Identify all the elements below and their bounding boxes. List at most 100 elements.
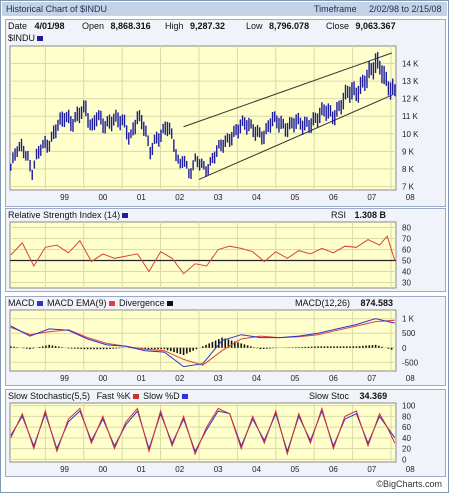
y-tick-label: 12 K [402, 95, 419, 104]
x-tick-label: 03 [214, 465, 223, 474]
x-tick-label: 02 [175, 374, 184, 383]
macd-value: 874.583 [360, 298, 394, 308]
rsi-value-label: RSI [331, 210, 347, 220]
close-label: Close [326, 21, 350, 31]
x-tick-label: 07 [367, 193, 376, 202]
x-tick-label: 04 [252, 193, 261, 202]
fast-k-line [10, 406, 396, 456]
x-tick-label: 01 [137, 465, 146, 474]
x-tick-label: 02 [175, 465, 184, 474]
x-tick-label: 08 [406, 465, 415, 474]
stoch-panel: Slow Stochastic(5,5) Fast %K Slow %D Slo… [5, 389, 446, 477]
macd-swatch [36, 300, 43, 306]
plot-area [9, 45, 397, 191]
y-tick-label: 11 K [402, 112, 419, 121]
y-tick-label: 0 [402, 455, 407, 464]
stoch-legend: Slow Stochastic(5,5) Fast %K Slow %D [8, 391, 190, 402]
x-tick-label: 04 [252, 465, 261, 474]
channel-line-lower [198, 94, 392, 180]
stoch-value: 34.369 [359, 391, 388, 401]
x-tick-label: 03 [214, 374, 223, 383]
x-tick-label: 07 [367, 465, 376, 474]
quote-row: Date 4/01/98 [8, 21, 65, 32]
rsi-chart: 30 40 50 60 70 80 [9, 221, 411, 289]
macd-legend-1: MACD EMA(9) [47, 298, 107, 308]
x-tick-label: 01 [137, 193, 146, 202]
y-tick-label: 8 K [402, 165, 415, 174]
y-tick-label: 14 K [402, 60, 419, 69]
macd-legend-0: MACD [8, 298, 35, 308]
symbol-legend: $INDU [8, 33, 45, 44]
timeframe-label: Timeframe [314, 4, 357, 14]
y-tick-label: 30 [402, 279, 411, 288]
x-tick-label: 06 [329, 374, 338, 383]
x-tick-label: 01 [137, 374, 146, 383]
low-value: 8,796.078 [269, 21, 310, 31]
chart-title: Historical Chart of $INDU [6, 4, 108, 14]
y-tick-label: -500 [402, 358, 419, 367]
x-tick-label: 08 [406, 193, 415, 202]
macd-legend: MACD MACD EMA(9) Divergence [8, 298, 175, 309]
y-tick-label: 20 [402, 445, 411, 454]
stoch-legend-1: Slow %D [143, 391, 180, 401]
y-tick-label: 7 K [402, 182, 415, 191]
y-tick-label: 70 [402, 235, 411, 244]
x-tick-label: 00 [98, 193, 107, 202]
macd-legend-2: Divergence [119, 298, 165, 308]
footer-credit: ©BigCharts.com [376, 479, 442, 489]
symbol-label: $INDU [8, 33, 36, 43]
date-value: 4/01/98 [34, 21, 65, 31]
y-tick-label: 500 [402, 329, 416, 338]
y-tick-label: 9 K [402, 147, 415, 156]
y-tick-label: 100 [402, 402, 416, 411]
channel-line-upper [183, 52, 392, 128]
rsi-panel: Relative Strength Index (14) RSI 1.308 B… [5, 208, 446, 292]
y-tick-label: 80 [402, 412, 411, 421]
x-tick-label: 05 [291, 465, 300, 474]
symbol-swatch [37, 35, 44, 41]
y-tick-label: 60 [402, 246, 411, 255]
close-group: Close 9,063.367 [326, 21, 396, 32]
high-label: High [165, 21, 184, 31]
close-value: 9,063.367 [355, 21, 396, 31]
stoch-legend-0: Fast %K [96, 391, 131, 401]
macd-panel: MACD MACD EMA(9) Divergence MACD(12,26) … [5, 296, 446, 386]
y-tick-label: 13 K [402, 77, 419, 86]
macd-readout: MACD(12,26) 874.583 [295, 298, 393, 309]
x-tick-label: 08 [406, 374, 415, 383]
x-tick-label: 07 [367, 374, 376, 383]
rsi-title: Relative Strength Index (14) [8, 210, 121, 220]
stoch-title: Slow Stochastic(5,5) [8, 391, 91, 401]
x-tick-label: 06 [329, 465, 338, 474]
slowd-swatch [181, 393, 188, 399]
x-tick-label: 06 [329, 193, 338, 202]
x-tick-label: 99 [60, 193, 69, 202]
y-tick-label: 60 [402, 423, 411, 432]
open-value: 8,868.316 [110, 21, 151, 31]
macd-ema-swatch [108, 300, 115, 306]
plot-area [9, 402, 397, 463]
x-tick-label: 00 [98, 465, 107, 474]
macd-ema-line [10, 319, 395, 366]
fastk-swatch [132, 393, 139, 399]
x-tick-label: 00 [98, 374, 107, 383]
high-value: 9,287.32 [190, 21, 226, 31]
plot-area [9, 309, 397, 372]
y-tick-label: 40 [402, 268, 411, 277]
low-group: Low 8,796.078 [246, 21, 309, 32]
open-label: Open [82, 21, 105, 31]
x-tick-label: 04 [252, 374, 261, 383]
y-tick-label: 1 K [402, 315, 415, 324]
rsi-swatch [122, 212, 129, 218]
y-tick-label: 10 K [402, 130, 419, 139]
y-tick-label: 80 [402, 224, 411, 233]
macd-chart: -500 0 500 1 K 99 00 01 02 03 04 05 06 07 08 [9, 309, 419, 383]
date-label: Date [8, 21, 28, 31]
y-tick-label: 40 [402, 434, 411, 443]
high-group: High 9,287.32 [165, 21, 225, 32]
plot-area [9, 221, 397, 289]
rsi-legend: Relative Strength Index (14) [8, 210, 130, 221]
x-tick-label: 99 [60, 374, 69, 383]
